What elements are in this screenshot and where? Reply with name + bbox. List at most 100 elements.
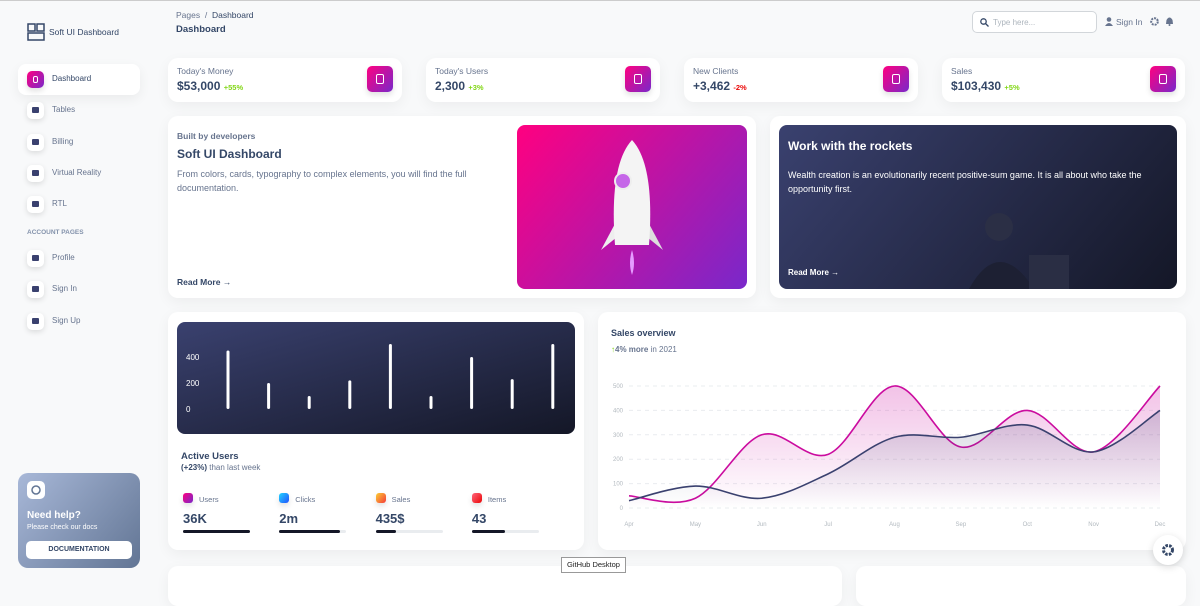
nav-link[interactable]: Sign Up [52,315,81,325]
read-more-link[interactable]: Read More → [177,277,232,287]
x-tick-label: Oct [1023,522,1033,528]
nav-link[interactable]: Dashboard [52,74,92,83]
read-more-text[interactable]: Read More [177,277,221,287]
line-series [628,409,1161,502]
active-users-card: 0 200 400 Active Users (+23%) than last we… [168,312,584,550]
sidebar: Soft UI Dashboard Dashboard Tables Billing… [0,1,155,583]
nav-icon-glyph [32,255,39,261]
item-value: 43 [471,511,487,526]
progress-track [183,530,250,533]
brand-logo [27,23,45,41]
brand-name: Soft UI Dashboard [49,27,119,37]
y-tick-label: 0 [620,506,624,512]
x-tick-label: Nov [1088,522,1099,528]
progress-bar [183,530,250,533]
stat-row: +3,462 -2% [693,80,747,92]
x-tick-label: May [690,522,701,528]
sales-chart: 0 100 200 300 400 500 Apr May Jun Jul Aug Sep Oct Nov… [613,384,1166,528]
item-icon [279,493,290,503]
documentation-button[interactable]: DOCUMENTATION [26,541,132,559]
builder-card: Built by developers Soft UI Dashboard Fr… [168,116,756,298]
nav-icon [27,312,44,330]
user-icon [1105,17,1113,26]
nav-link[interactable]: RTL [52,199,67,209]
search-box[interactable]: Type here... [972,11,1097,33]
bar [348,380,352,409]
stat-value: +3,462 [693,79,731,93]
chart-subtitle: ↑4% more in 2021 [611,345,677,354]
nav-icon [27,250,44,267]
stat-value: $53,000 [177,79,221,93]
card-title: Work with the rockets [788,139,913,153]
stat-row: $103,430 +5% [951,80,1020,92]
nav-icon-glyph [32,76,39,83]
read-more-text[interactable]: Read More [788,268,829,277]
stat-icon [883,66,909,92]
card-kicker: Built by developers [177,131,256,141]
tooltip: GitHub Desktop [561,557,626,573]
breadcrumb-current: Dashboard [211,10,254,20]
item-icon [471,493,482,503]
x-tick-label: Dec [1155,522,1166,528]
change-value: 4% more [615,345,649,354]
item-value: 435$ [375,511,405,526]
stat-change: +55% [223,83,244,92]
help-title: Need help? [27,510,81,521]
stat-icon-glyph [892,73,900,85]
card-title: Soft UI Dashboard [177,147,282,161]
nav-icon-glyph [32,286,39,293]
breadcrumb-item[interactable]: Pages [176,10,201,20]
x-tick-label: Sep [956,522,967,528]
nav-icon-glyph [32,138,39,145]
background-photo [969,213,1069,289]
item-label: Clicks [295,495,316,504]
nav-icon-glyph [32,317,39,324]
bar [307,396,311,409]
stat-icon-glyph [376,73,384,85]
rockets-background: Work with the rockets Wealth creation is… [779,125,1177,289]
nav-icon-glyph [32,169,39,176]
x-tick-label: Aug [889,522,900,528]
nav-link[interactable]: Billing [52,136,74,146]
bar [470,357,474,409]
stat-icon [367,66,393,92]
stat-row: $53,000 +55% [177,80,243,92]
nav-link[interactable]: Tables [52,105,76,115]
progress-track [279,530,347,533]
item-label: Items [487,495,507,504]
stat-label: Today's Users [435,66,489,76]
stat-row: 2,300 +3% [435,80,484,92]
nav-link[interactable]: Sign In [52,284,77,294]
nav-icon [27,281,44,299]
help-text: Please check our docs [27,524,98,531]
y-tick-label: 200 [613,457,624,463]
nav-icon-glyph [32,107,39,114]
y-tick-label: 300 [613,433,624,439]
nav-link[interactable]: Profile [52,253,75,262]
read-more-link[interactable]: Read More → [788,268,840,277]
rockets-card: Work with the rockets Wealth creation is… [770,116,1186,298]
y-tick-label: 500 [613,384,624,390]
bar [388,344,392,409]
rocket-illustration [601,140,663,275]
configurator-button[interactable] [1153,535,1183,565]
item-label: Users [199,495,219,504]
nav-icon [27,102,44,120]
y-tick-label: 400 [186,353,200,362]
stat-value: 2,300 [435,79,466,93]
stat-card: Sales $103,430 +5% [942,58,1185,102]
bottom-card [168,566,842,606]
card-text: From colors, cards, typography to comple… [177,169,467,193]
bar [551,344,555,409]
help-card: Need help? Please check our docs DOCUMEN… [18,473,140,568]
nav-link[interactable]: Virtual Reality [52,167,102,177]
settings-icon[interactable] [1150,17,1159,26]
stat-label: New Clients [693,66,739,76]
bar [429,396,433,409]
nav-icon [27,133,44,151]
notification-icon[interactable] [1165,16,1174,26]
bottom-card [856,566,1186,606]
y-tick-label: 400 [613,408,624,414]
sign-in-link[interactable]: Sign In [1116,17,1143,27]
chart-title: Sales overview [611,328,676,338]
